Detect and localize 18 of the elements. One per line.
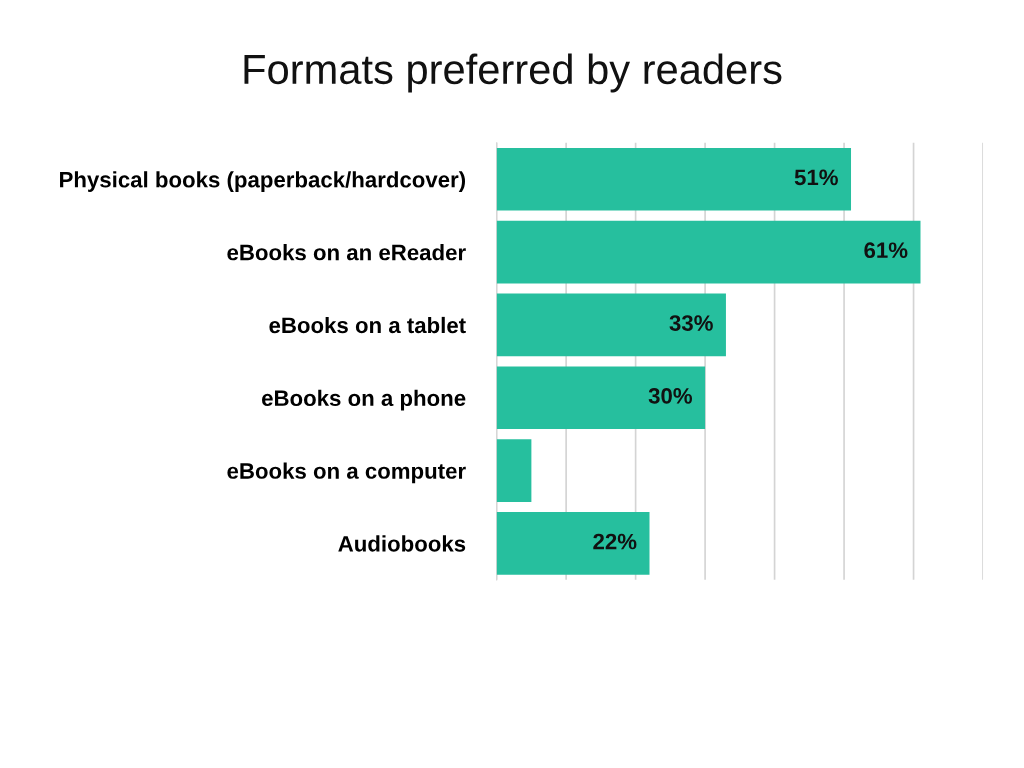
bar <box>496 220 921 284</box>
y-tick-label: Audiobooks <box>338 535 466 552</box>
y-tick-label: eBooks on an eReader <box>227 244 466 261</box>
bar <box>496 366 706 430</box>
data-label: 51% <box>794 169 838 186</box>
data-label: 61% <box>864 242 908 259</box>
y-tick-label: Physical books (paperback/hardcover) <box>60 171 466 192</box>
bar <box>496 512 650 575</box>
data-label: 33% <box>669 315 713 331</box>
y-tick-label: eBooks on a computer <box>227 462 466 484</box>
bar <box>496 147 852 211</box>
data-label: 30% <box>648 387 693 404</box>
bar <box>496 439 532 502</box>
y-tick-label: eBooks on a tablet <box>269 316 466 334</box>
y-tick-label: eBooks on a phone <box>262 389 466 411</box>
data-label: 22% <box>593 533 637 550</box>
bar <box>496 293 726 357</box>
chart-title: Formats preferred by readers <box>244 53 782 93</box>
